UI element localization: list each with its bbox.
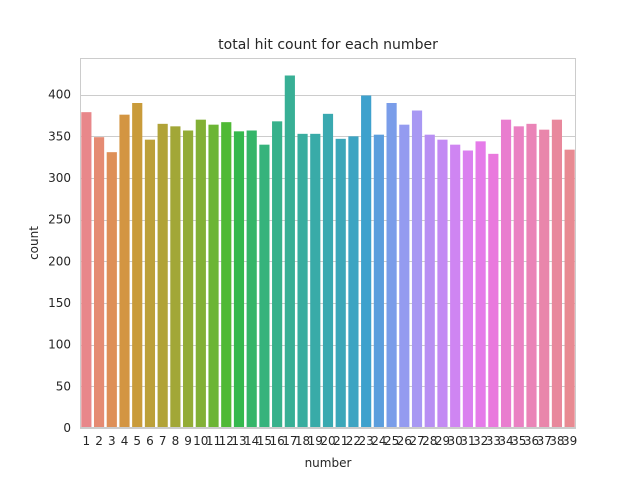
x-tick-label: 11 [206,434,221,448]
bar-32 [475,141,486,429]
bar-6 [144,139,156,428]
x-tick-label: 27 [409,434,424,448]
x-tick-label: 4 [121,434,129,448]
x-tick-label: 8 [172,434,180,448]
bar-5 [132,103,143,428]
x-tick-label: 12 [219,434,234,448]
x-tick-label: 9 [184,434,192,448]
bar-20 [322,113,334,428]
y-tick-label: 350 [48,129,71,143]
x-tick-label: 13 [231,434,246,448]
bar-3 [106,152,117,428]
x-tick-label: 32 [473,434,488,448]
bar-21 [335,138,346,429]
y-tick-labels: 0 50 100 150 200 250 300 350 400 [48,88,71,435]
x-axis-title: number [305,456,352,470]
bar-37 [539,129,550,428]
bar-19 [310,133,321,429]
x-tick-label: 21 [333,434,348,448]
bar-22 [348,136,359,429]
bar-17 [284,75,295,428]
bar-15 [259,144,270,428]
y-tick-label: 100 [48,338,71,352]
bar-11 [208,124,219,429]
y-tick-label: 0 [63,421,71,435]
x-tick-label: 23 [359,434,374,448]
bar-36 [526,123,537,428]
x-tick-label: 24 [371,434,386,448]
x-tick-label: 18 [295,434,310,448]
x-tick-label: 29 [435,434,450,448]
bar-14 [246,130,257,428]
bar-7 [157,123,168,428]
x-tick-label: 2 [95,434,103,448]
y-tick-label: 300 [48,171,71,185]
x-tick-label: 20 [320,434,335,448]
bar-18 [297,133,308,429]
bar-26 [399,124,410,429]
bar-9 [183,130,194,428]
bar-10 [195,119,206,429]
bar-16 [272,121,283,428]
bar-8 [170,126,181,428]
y-tick-label: 150 [48,296,71,310]
x-tick-label: 7 [159,434,167,448]
bar-24 [373,134,384,428]
x-tick-labels: 1 2 3 4 5 6 7 8 9 1011121314151617181920212223242… [83,434,578,448]
bar-34 [500,119,512,429]
x-tick-label: 34 [498,434,513,448]
y-tick-label: 250 [48,213,71,227]
x-tick-label: 15 [257,434,272,448]
x-tick-label: 10 [193,434,208,448]
x-tick-label: 25 [384,434,399,448]
chart-title: total hit count for each number [218,37,438,53]
bar-29 [437,139,448,428]
x-tick-label: 36 [524,434,539,448]
bar-2 [93,137,105,428]
x-tick-label: 38 [549,434,564,448]
bar-31 [462,150,473,428]
bar-13 [233,131,245,429]
x-tick-label: 39 [562,434,577,448]
bar-35 [513,126,524,428]
x-tick-label: 37 [537,434,552,448]
bar-27 [411,110,423,428]
bar-30 [450,144,461,428]
x-tick-label: 14 [244,434,259,448]
x-tick-label: 35 [511,434,526,448]
x-tick-label: 33 [486,434,501,448]
x-tick-label: 16 [269,434,284,448]
x-tick-label: 31 [460,434,475,448]
bar-38 [551,119,563,429]
bar-1 [81,112,92,429]
x-tick-label: 22 [346,434,361,448]
y-tick-label: 400 [48,88,71,102]
plot-frame [80,58,576,428]
y-tick-label: 200 [48,254,71,268]
x-tick-label: 30 [448,434,463,448]
x-tick-label: 28 [422,434,437,448]
bars [81,75,575,429]
x-tick-label: 3 [108,434,116,448]
bar-39 [564,149,575,428]
bar-23 [361,95,372,428]
bar-28 [424,134,435,428]
y-axis-title: count [27,226,41,260]
bar-25 [386,103,397,428]
x-tick-label: 19 [308,434,323,448]
bar-4 [119,114,130,429]
bar-12 [221,122,232,429]
bar-33 [488,153,499,429]
x-tick-label: 5 [133,434,141,448]
x-tick-label: 6 [146,434,154,448]
x-tick-label: 1 [83,434,91,448]
x-tick-label: 17 [282,434,297,448]
x-tick-label: 26 [397,434,412,448]
y-tick-label: 50 [56,379,71,393]
